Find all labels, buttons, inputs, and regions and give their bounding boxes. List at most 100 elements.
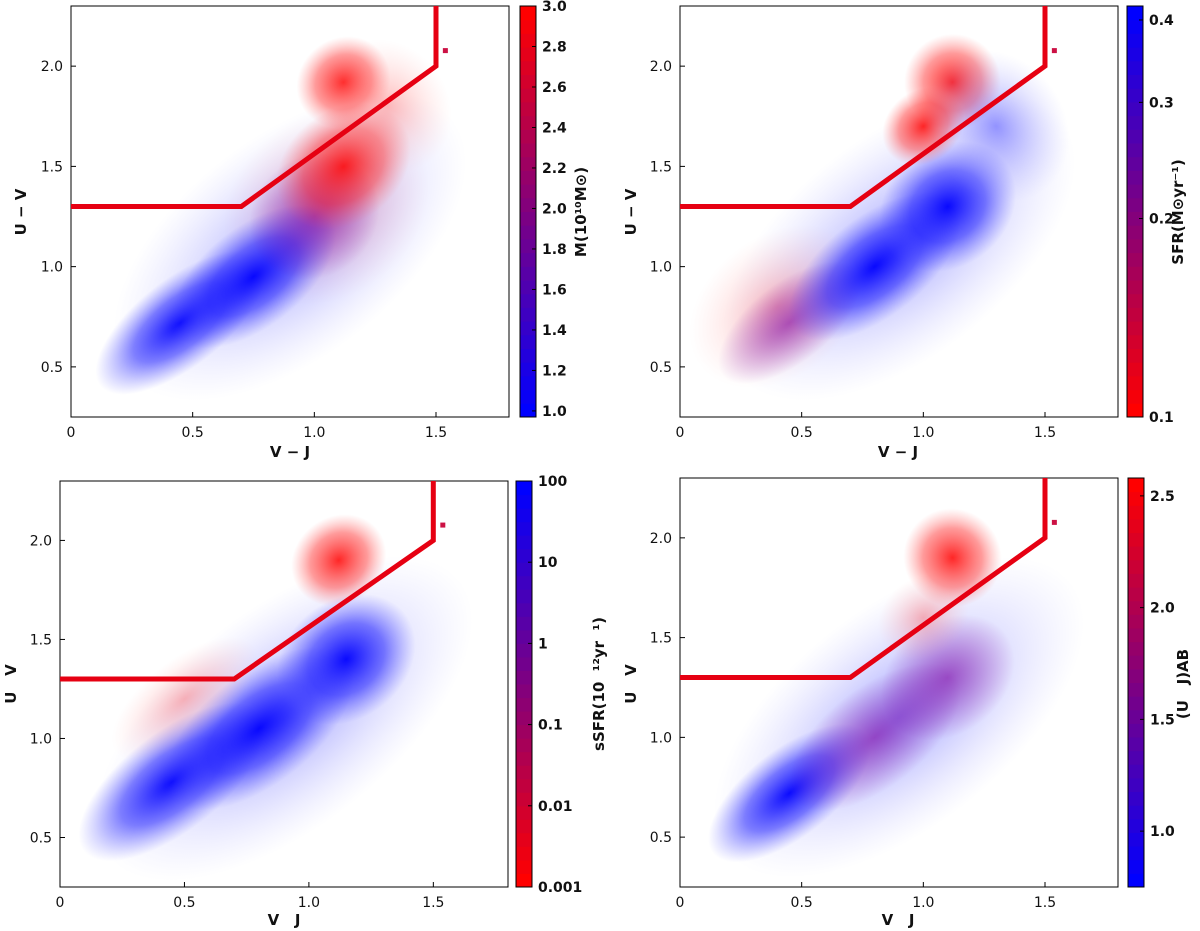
colorbar-segment: [1128, 832, 1144, 847]
colorbar-segment: [520, 74, 536, 89]
density-blob: [322, 39, 452, 174]
plot-frame: [679, 477, 1119, 888]
colorbar-segment: [1128, 859, 1144, 874]
colorbar-segment: [520, 225, 536, 240]
colorbar-segment: [1128, 600, 1144, 615]
colorbar-segment: [1128, 518, 1144, 534]
colorbar-segment: [1127, 143, 1143, 158]
y-tick-label: 1.5: [30, 632, 52, 648]
colorbar-segment: [1127, 19, 1143, 34]
colorbar-frame: [1127, 477, 1145, 888]
colorbar-segment: [1127, 307, 1143, 322]
x-tick-label: 0.5: [791, 895, 813, 911]
colorbar-segment: [520, 156, 536, 171]
colorbar-tick-label: 0.4: [1149, 13, 1174, 29]
colorbar-segment: [520, 266, 536, 281]
boundary-marker: [440, 522, 446, 528]
colorbar-segment: [520, 184, 536, 199]
colorbar-segment: [516, 643, 532, 658]
x-axis-label: V J: [268, 911, 301, 929]
colorbar-segment: [520, 280, 536, 295]
x-axis-ticks: 0 0.5 1.0 1.5: [56, 882, 444, 911]
panel-sfr: 0 0.5 1.0 1.5 0.51.01.52.0 V − J U − V 0.10…: [622, 5, 1187, 461]
colorbar-segment: [516, 778, 532, 793]
boundary-marker: [442, 48, 448, 54]
colorbar-segment: [1128, 764, 1144, 779]
y-tick-label: 1.0: [30, 731, 52, 747]
colorbar-segment: [1128, 873, 1144, 888]
colorbar-segment: [516, 535, 532, 550]
uvj-boundary-line: [60, 481, 436, 682]
colorbar-segment: [1127, 197, 1143, 212]
x-tick-label: 1.0: [912, 895, 934, 911]
colorbar-segment: [1128, 709, 1144, 724]
colorbar-tick-label: 0.1: [1149, 410, 1174, 426]
density-blob: [111, 636, 258, 761]
panel-u-j-color: 0 0.5 1.0 1.5 0.5 1.0 1.5 2.0 V J U V 1.0 1.5 2.…: [622, 477, 1192, 929]
colorbar-segment: [516, 548, 532, 563]
colorbar-tick-label: 2.5: [1150, 489, 1175, 505]
colorbar-segment: [1128, 655, 1144, 670]
panel-ssfr: 0 0.5 1.0 1.5 0.51.01.52.0 V J U V 0.0010.0…: [2, 474, 608, 929]
y-tick-label: 1.5: [41, 159, 63, 175]
y-tick-label: 2.0: [650, 59, 672, 75]
colorbar: 0.001 0.01 0.1 1 10 100: [515, 474, 582, 896]
colorbar-segment: [520, 321, 536, 336]
y-axis-label: U − V: [12, 188, 30, 235]
colorbar-segment: [1128, 805, 1144, 820]
colorbar-segment: [1127, 293, 1143, 308]
colorbar-segment: [1128, 505, 1144, 520]
colorbar-segment: [516, 521, 532, 536]
colorbar-segment: [520, 6, 536, 21]
y-tick-label: 0.5: [41, 360, 63, 376]
colorbar-segment: [1127, 156, 1143, 171]
colorbar-segment: [520, 88, 536, 103]
colorbar-segment: [516, 819, 532, 834]
density-cloud: [78, 514, 473, 882]
colorbar-segment: [520, 403, 536, 418]
x-axis-ticks: 0 0.5 1.0 1.5: [67, 412, 447, 441]
colorbar-segment: [1127, 6, 1143, 21]
colorbar-segment: [1127, 348, 1143, 363]
colorbar-segment: [1128, 682, 1144, 697]
density-cloud: [708, 508, 1085, 878]
x-tick-label: 1.0: [912, 425, 934, 441]
colorbar-tick-label: 1.8: [542, 242, 567, 258]
colorbar-segment: [516, 765, 532, 780]
colorbar-segment: [516, 494, 532, 509]
colorbar-tick-label: 1.4: [542, 323, 567, 339]
colorbar-segment: [520, 348, 536, 363]
colorbar-segment: [516, 670, 532, 685]
colorbar-segment: [520, 197, 536, 212]
density-cloud: [689, 33, 1076, 401]
colorbar-label: M(10¹⁰M⊙): [572, 167, 590, 257]
x-tick-label: 0: [56, 895, 65, 911]
x-tick-label: 1.5: [1034, 425, 1056, 441]
colorbar-segment: [516, 873, 532, 888]
colorbar-tick-label: 2.0: [1150, 601, 1175, 617]
x-axis-label: V J: [882, 911, 915, 929]
colorbar-segment: [520, 307, 536, 322]
colorbar-segment: [1127, 74, 1143, 89]
colorbar-segment: [1127, 33, 1143, 48]
colorbar-segment: [1128, 532, 1144, 547]
colorbar-tick-label: 1.0: [1150, 824, 1175, 840]
colorbar-segment: [516, 481, 532, 496]
colorbar-segment: [520, 33, 536, 48]
colorbar-segment: [1128, 478, 1144, 493]
colorbar-segment: [520, 170, 536, 185]
colorbar-segment: [1128, 668, 1144, 683]
colorbar-segment: [1128, 546, 1144, 561]
colorbar-segment: [520, 115, 536, 130]
x-tick-label: 1.0: [298, 895, 320, 911]
colorbar-segment: [1127, 115, 1143, 130]
x-axis-ticks: 0 0.5 1.0 1.5: [676, 412, 1056, 441]
x-axis-label: V − J: [270, 443, 310, 461]
y-tick-label: 1.0: [650, 260, 672, 276]
colorbar-segment: [1127, 60, 1143, 75]
x-tick-label: 1.0: [303, 425, 325, 441]
panel-stellar-mass: 0 0.5 1.0 1.5 0.51.01.52.0 V − J U − V 1.01…: [12, 0, 590, 461]
colorbar-segment: [516, 629, 532, 644]
colorbar-segment: [516, 589, 532, 604]
colorbar-segment: [516, 792, 532, 807]
